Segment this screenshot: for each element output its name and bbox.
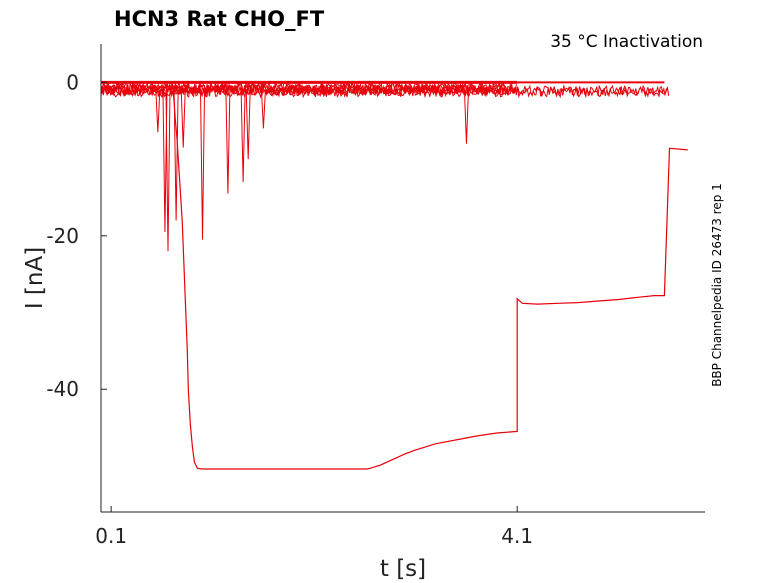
y-tick-label: -20 bbox=[46, 224, 79, 248]
noise-spike bbox=[260, 90, 266, 129]
noise-spike bbox=[240, 90, 246, 183]
chart-title: HCN3 Rat CHO_FT bbox=[114, 7, 325, 31]
noise-spike bbox=[155, 90, 161, 133]
y-tick-label: 0 bbox=[66, 70, 79, 94]
x-tick-label: 4.1 bbox=[501, 524, 533, 548]
y-axis-label: I [nA] bbox=[22, 247, 48, 309]
noise-spike bbox=[200, 90, 206, 240]
axes-group: 0 -20 -40 0.1 4.1 bbox=[46, 44, 705, 548]
series-line bbox=[101, 81, 688, 470]
x-tick-label: 0.1 bbox=[95, 524, 127, 548]
noise-spike bbox=[225, 90, 231, 194]
baseline-trace bbox=[100, 80, 670, 99]
side-label: BBP Channelpedia ID 26473 rep 1 bbox=[710, 183, 724, 387]
x-axis-label: t [s] bbox=[380, 556, 426, 582]
noise-spike bbox=[463, 90, 469, 144]
chart-annotation: 35 °C Inactivation bbox=[550, 32, 703, 52]
noise-spike bbox=[173, 90, 179, 221]
noise-spike bbox=[245, 90, 251, 160]
noise-spike bbox=[165, 90, 171, 252]
noise-spike bbox=[180, 90, 186, 148]
y-tick-label: -40 bbox=[46, 377, 79, 401]
trace-group bbox=[100, 80, 688, 470]
